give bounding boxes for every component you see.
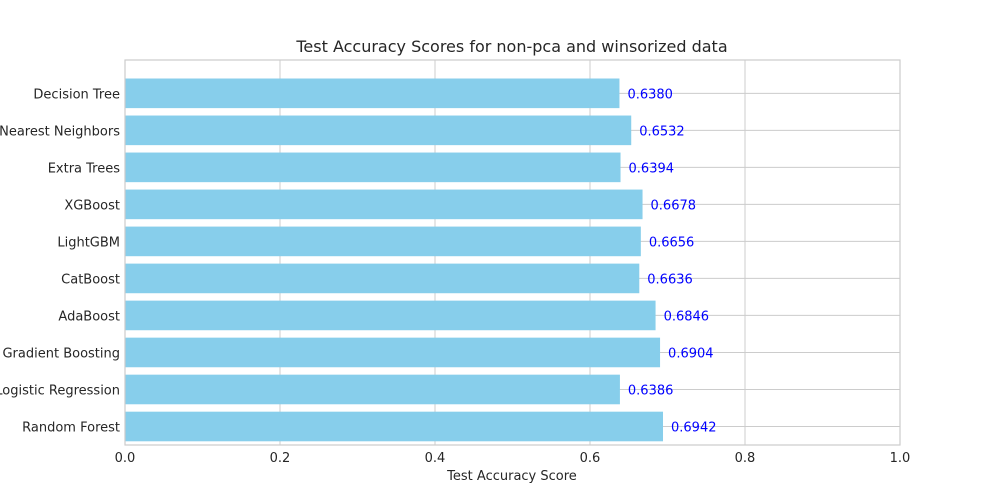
x-tick-label: 0.2 (270, 451, 291, 466)
bar (125, 263, 640, 294)
bar (125, 337, 661, 368)
value-label: 0.6394 (629, 161, 675, 176)
y-tick-label: K-Nearest Neighbors (0, 124, 120, 139)
y-tick-label: Decision Tree (33, 87, 120, 102)
axes (124, 59, 901, 446)
bars (125, 78, 664, 442)
bar (125, 152, 621, 183)
chart-title: Test Accuracy Scores for non-pca and win… (295, 37, 727, 56)
value-label: 0.6636 (647, 272, 693, 287)
x-tick-label: 0.8 (735, 451, 756, 466)
y-tick-label: Logistic Regression (0, 383, 120, 398)
x-tick-label: 0.6 (580, 451, 601, 466)
x-axis-label: Test Accuracy Score (446, 469, 577, 484)
bar (125, 189, 643, 220)
y-tick-label: AdaBoost (58, 309, 120, 324)
value-label: 0.6656 (649, 235, 695, 250)
bar (125, 115, 632, 146)
y-tick-label: Extra Trees (48, 161, 121, 176)
bar (125, 411, 664, 442)
value-label: 0.6386 (628, 383, 674, 398)
value-label: 0.6380 (627, 87, 673, 102)
bar (125, 374, 620, 405)
labels: Decision Tree K-Nearest Neighbors Extra Tr… (0, 87, 910, 466)
value-label: 0.6942 (671, 420, 717, 435)
value-label: 0.6678 (651, 198, 697, 213)
plot-frame (124, 59, 901, 446)
y-tick-label: CatBoost (61, 272, 120, 287)
y-tick-label: XGBoost (64, 198, 120, 213)
x-tick-label: 0.0 (115, 451, 136, 466)
y-tick-label: LightGBM (57, 235, 120, 250)
y-tick-label: Gradient Boosting (2, 346, 120, 361)
bar (125, 300, 656, 331)
y-tick-label: Random Forest (22, 420, 120, 435)
bar (125, 226, 641, 257)
value-label: 0.6532 (639, 124, 685, 139)
value-label: 0.6904 (668, 346, 714, 361)
value-label: 0.6846 (664, 309, 710, 324)
x-tick-label: 1.0 (890, 451, 911, 466)
x-tick-label: 0.4 (425, 451, 446, 466)
bar (125, 78, 620, 109)
